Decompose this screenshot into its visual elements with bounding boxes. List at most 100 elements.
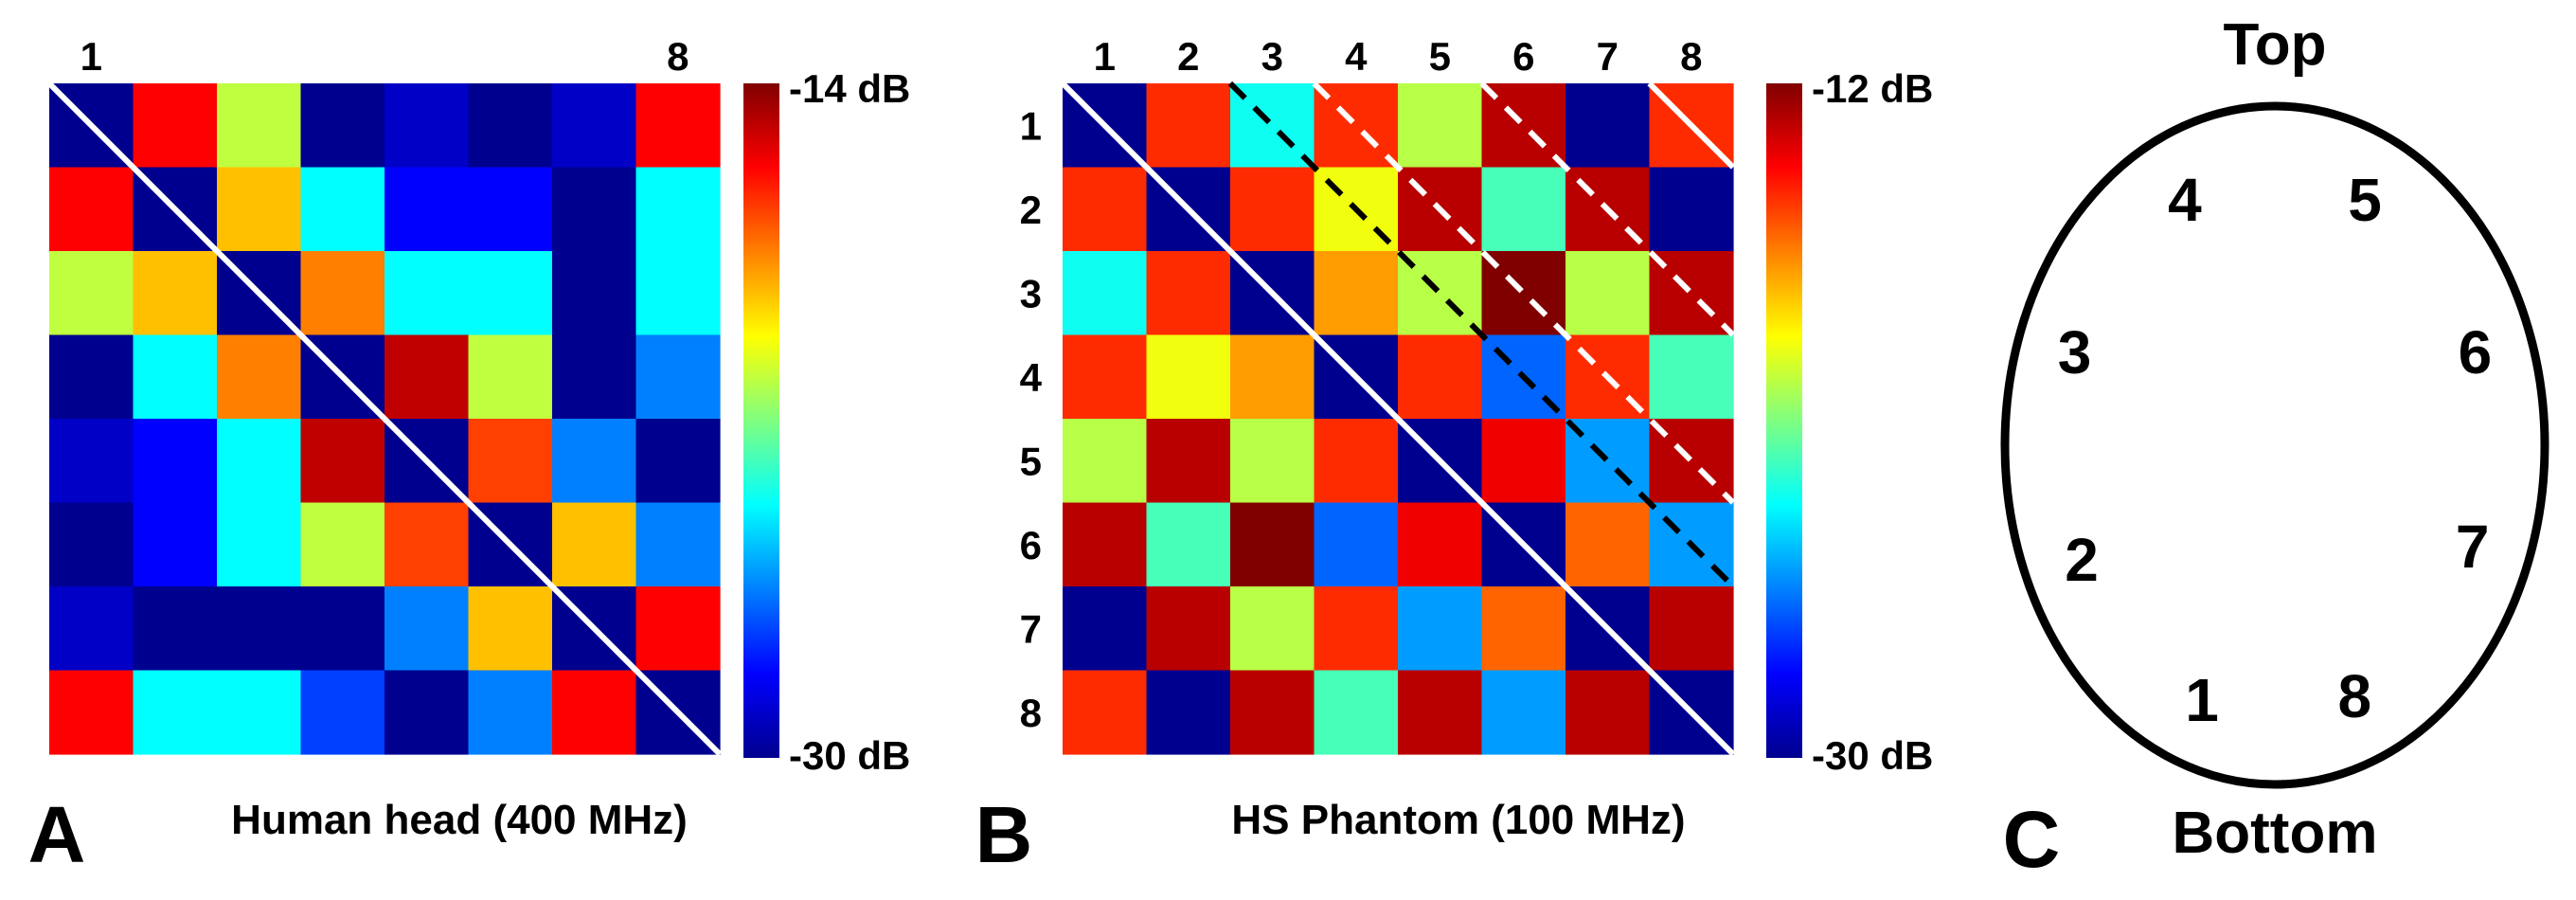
heatmap-cell-r8-c6 [1481, 670, 1566, 755]
heatmap-cell-r8-c6 [468, 670, 553, 755]
heatmap-cell-r6-c1 [49, 502, 134, 587]
heatmap-cell-r4-c5 [1398, 334, 1483, 420]
heatmap-cell-r1-c2 [133, 83, 218, 169]
x-tick-label: 7 [1597, 34, 1619, 79]
y-tick-label: 7 [1020, 606, 1042, 651]
x-tick-label: 6 [1512, 34, 1534, 79]
diagonal-line-4 [1479, 81, 1736, 337]
heatmap-cell-r4-c1 [49, 334, 134, 420]
heatmap-cell-r6-c7 [1565, 502, 1651, 587]
coil-position-label: 6 [2459, 318, 2493, 387]
heatmap-cell-r4-c6 [468, 334, 553, 420]
heatmap-cell-r6-c1 [1063, 502, 1148, 587]
heatmap-cell-r1-c7 [552, 83, 637, 169]
y-tick-label: 4 [1020, 355, 1043, 400]
heatmap-cell-r5-c7 [552, 419, 637, 504]
top-label: Top [2223, 12, 2326, 78]
heatmap-cell-r3-c2 [1146, 251, 1231, 336]
panel-letter: A [28, 790, 86, 879]
heatmap-cell-r5-c4 [1314, 419, 1399, 504]
heatmap-cell-r5-c1 [1063, 419, 1148, 504]
colorbar-gradient [743, 83, 779, 758]
y-tick-label: 6 [1020, 523, 1042, 567]
heatmap-cell-r4-c5 [385, 334, 470, 420]
heatmap-cell-r8-c5 [385, 670, 470, 755]
heatmap-cell-r7-c2 [133, 586, 218, 672]
heatmap-cell-r2-c7 [552, 167, 637, 252]
heatmap-cell-r7-c2 [1146, 586, 1231, 672]
heatmap-cell-r8-c3 [1230, 670, 1315, 755]
heatmap-cell-r4-c1 [1063, 334, 1148, 420]
heatmap-cell-r8-c2 [1146, 670, 1231, 755]
heatmap-cell-r2-c4 [300, 167, 385, 252]
coil-position-label: 5 [2348, 166, 2382, 234]
heatmap-cell-r8-c4 [300, 670, 385, 755]
heatmap-cell-r6-c2 [133, 502, 218, 587]
heatmap-cell-r2-c5 [385, 167, 470, 252]
heatmap-cell-r1-c8 [635, 83, 721, 169]
heatmap-cell-r6-c8 [635, 502, 721, 587]
x-tick-label: 3 [1261, 34, 1283, 79]
heatmap-cell-r7-c3 [217, 586, 302, 672]
coil-position-label: 4 [2168, 166, 2202, 234]
y-tick-label: 3 [1020, 271, 1042, 315]
heatmap-cell-r3-c6 [468, 251, 553, 336]
x-tick-label: 4 [1345, 34, 1368, 79]
y-tick-label: 5 [1020, 439, 1042, 483]
heatmap-cell-r8-c2 [133, 670, 218, 755]
heatmap-cell-r7-c6 [468, 586, 553, 672]
heatmap-panel-b: 1 2 3 4 5 6 7 8 1 2 3 4 5 6 7 8 -12 dB -30 dB HS Phantom (… [975, 34, 1934, 879]
panel-title: Human head (400 MHz) [231, 797, 688, 843]
heatmap-cell-r8-c1 [49, 670, 134, 755]
heatmap-cell-r4-c2 [133, 334, 218, 420]
x-tick-label: 8 [667, 34, 689, 79]
heatmap-cell-r7-c4 [300, 586, 385, 672]
x-tick-label: 2 [1177, 34, 1199, 79]
heatmap-cell-r7-c6 [1481, 586, 1566, 672]
diagonal-line-5 [1647, 81, 1736, 170]
y-tick-label: 8 [1020, 691, 1042, 735]
heatmap-cell-r8-c3 [217, 670, 302, 755]
heatmap-cell-r7-c4 [1314, 586, 1399, 672]
panel-title: HS Phantom (100 MHz) [1231, 797, 1685, 843]
heatmap-cell-r3-c8 [635, 251, 721, 336]
heatmap-cell-r6-c2 [1146, 502, 1231, 587]
heatmap-cell-r6-c4 [1314, 502, 1399, 587]
diagonal-line-1 [46, 81, 723, 757]
heatmap-cell-r8-c4 [1314, 670, 1399, 755]
heatmap-cell-r3-c4 [300, 251, 385, 336]
y-tick-label: 1 [1020, 103, 1042, 148]
x-tick-label: 8 [1680, 34, 1702, 79]
heatmap-cell-r7-c5 [385, 586, 470, 672]
heatmap-cell-r8-c5 [1398, 670, 1483, 755]
heatmap-cell-r6-c3 [1230, 502, 1315, 587]
heatmap-cell-r5-c1 [49, 419, 134, 504]
coil-diagram-panel-c: Top Bottom C 1 2 3 4 5 6 7 8 [2000, 12, 2549, 884]
heatmap-cell-r2-c3 [1230, 167, 1315, 252]
x-tick-label: 5 [1429, 34, 1451, 79]
coil-position-labels: 1 2 3 4 5 6 7 8 [2058, 166, 2492, 734]
heatmap-cell-r1-c4 [300, 83, 385, 169]
bottom-label: Bottom [2173, 801, 2378, 866]
heatmap-cell-r4-c2 [1146, 334, 1231, 420]
x-tick-labels: 1 2 3 4 5 6 7 8 [1094, 34, 1703, 79]
coil-position-label: 2 [2065, 526, 2099, 594]
heatmap-cell-r5-c3 [217, 419, 302, 504]
heatmap-cell-r5-c2 [1146, 419, 1231, 504]
heatmap-cell-r1-c5 [385, 83, 470, 169]
heatmap-cell-r6-c7 [552, 502, 637, 587]
heatmap-cell-r4-c3 [217, 334, 302, 420]
coil-position-label: 7 [2456, 513, 2490, 581]
heatmap-cell-r6-c4 [300, 502, 385, 587]
heatmap-cell-r2-c6 [468, 167, 553, 252]
heatmap-cell-r1-c7 [1565, 83, 1651, 169]
colorbar-max-label: -14 dB [789, 66, 910, 111]
heatmap-cell-r5-c2 [133, 419, 218, 504]
heatmap-cell-r5-c6 [1481, 419, 1566, 504]
panel-letter: B [975, 790, 1033, 879]
heatmap-cell-r3-c5 [385, 251, 470, 336]
head-outline [2000, 101, 2549, 789]
heatmap-cell-r6-c3 [217, 502, 302, 587]
heatmap-cell-r3-c4 [1314, 251, 1399, 336]
